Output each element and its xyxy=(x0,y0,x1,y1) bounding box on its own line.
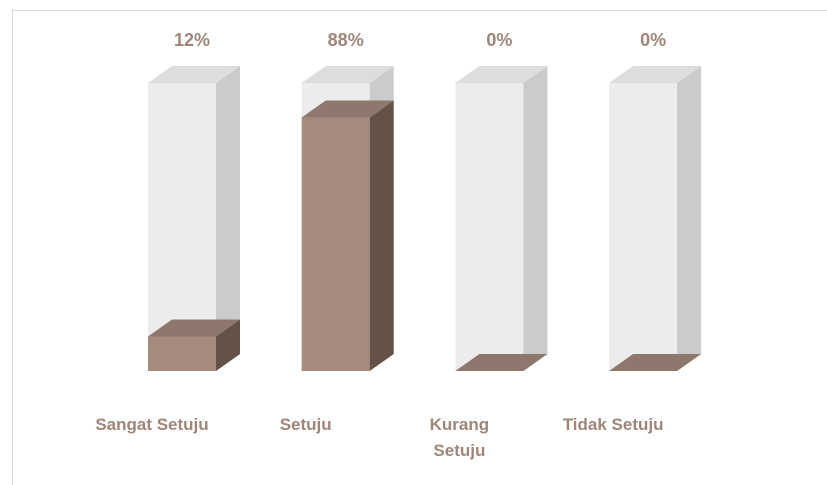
x-tick-label: Kurang Setuju xyxy=(429,415,490,460)
chart-frame xyxy=(12,10,827,485)
value-label: 0% xyxy=(640,30,666,50)
bar-back-top xyxy=(148,66,240,83)
value-label: 88% xyxy=(328,30,364,50)
bar-back-top xyxy=(301,66,394,83)
x-tick-label: Sangat Setuju xyxy=(95,415,209,434)
x-tick-label: Setuju xyxy=(279,415,332,434)
bar-top xyxy=(609,354,702,371)
bar-side xyxy=(216,319,240,371)
value-label: 12% xyxy=(174,30,210,50)
bar-back-side xyxy=(216,66,240,371)
bar-back-front xyxy=(455,83,524,371)
value-label: 0% xyxy=(486,30,512,50)
bar-back-side xyxy=(677,66,702,371)
x-tick-label: Tidak Setuju xyxy=(562,415,664,434)
bar-back-side xyxy=(523,66,548,371)
bar-back-top xyxy=(455,66,548,83)
bar-back-top xyxy=(609,66,702,83)
bar xyxy=(148,336,216,371)
bar-back-front xyxy=(609,83,678,371)
bar-top xyxy=(148,319,240,337)
bar xyxy=(301,117,370,371)
bar-top xyxy=(455,354,548,371)
bar-side xyxy=(369,100,394,371)
bar-top xyxy=(301,100,394,118)
